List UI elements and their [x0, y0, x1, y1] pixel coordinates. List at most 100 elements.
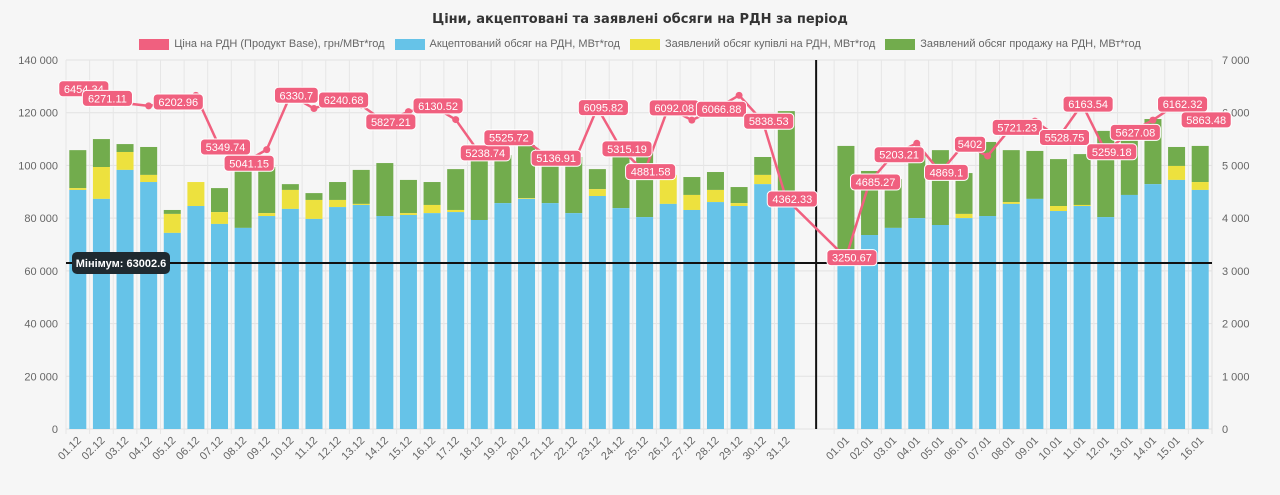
legend-item-accepted[interactable]: Акцептований обсяг на РДН, МВт*год	[394, 38, 620, 50]
legend-item-sell[interactable]: Заявлений обсяг продажу на РДН, МВт*год	[885, 38, 1141, 50]
x-tick: 29.12	[717, 435, 745, 463]
y-right-tick: 7 000	[1222, 55, 1250, 67]
bar-sell	[1026, 150, 1044, 199]
bar-accepted	[305, 218, 323, 429]
x-tick: 04.01	[895, 435, 923, 463]
bar-accepted	[884, 227, 902, 429]
x-tick: 07.12	[198, 435, 226, 463]
y-left-tick: 100 000	[18, 160, 58, 172]
bar-accepted	[979, 216, 997, 429]
bar-buy	[399, 213, 417, 215]
legend: Ціна на РДН (Продукт Base), грн/МВт*год …	[0, 38, 1280, 50]
price-label-badge	[81, 89, 133, 107]
price-point	[310, 104, 318, 112]
bar-buy	[683, 194, 701, 210]
price-label: 4881.58	[631, 167, 671, 179]
bar-sell	[140, 146, 158, 175]
price-label: 6163.54	[1068, 99, 1108, 111]
bar-accepted	[837, 262, 855, 429]
price-point	[688, 116, 696, 124]
price-label: 6202.96	[158, 97, 198, 109]
price-label: 5528.75	[1045, 133, 1085, 145]
price-label-badge	[223, 154, 275, 172]
bar-sell	[754, 156, 772, 175]
bar-sell	[329, 182, 347, 200]
price-label-badge	[766, 190, 818, 208]
price-label-badge	[199, 138, 252, 156]
price-label: 5315.19	[607, 144, 647, 156]
bar-accepted	[1026, 198, 1044, 429]
x-tick: 13.12	[339, 435, 367, 463]
price-label: 5041.15	[229, 158, 269, 170]
bar-buy	[423, 204, 441, 214]
x-tick: 15.12	[387, 435, 415, 463]
bar-accepted	[1097, 217, 1115, 429]
bar-sell	[447, 169, 465, 210]
legend-item-price[interactable]: Ціна на РДН (Продукт Base), грн/МВт*год	[139, 38, 385, 50]
y-right-tick: 3 000	[1222, 266, 1250, 278]
bar-accepted	[69, 189, 87, 429]
x-tick: 08.12	[221, 435, 249, 463]
bar-buy	[1049, 206, 1067, 212]
bar-buy	[116, 151, 134, 170]
price-label-badge	[577, 99, 629, 117]
bar-accepted	[494, 203, 512, 429]
x-tick: 09.12	[245, 435, 273, 463]
bar-buy	[281, 189, 299, 209]
price-label-badge	[1109, 123, 1161, 141]
price-label: 6092.08	[654, 103, 694, 115]
price-point	[735, 91, 743, 99]
bar-sell	[908, 154, 926, 219]
bar-sell	[1073, 154, 1091, 205]
x-tick: 01.01	[824, 435, 852, 463]
x-tick: 09.01	[1013, 435, 1041, 463]
bar-accepted	[140, 182, 158, 429]
price-label: 5721.23	[997, 122, 1037, 134]
price-label-badge	[318, 91, 370, 109]
y-left-tick: 40 000	[24, 319, 58, 331]
price-point	[452, 116, 460, 124]
price-label: 5136.91	[536, 153, 576, 165]
bar-accepted	[352, 204, 370, 429]
bar-buy	[1002, 202, 1020, 204]
legend-item-buy[interactable]: Заявлений обсяг купівлі на РДН, МВт*год	[629, 38, 875, 50]
bar-buy	[518, 198, 536, 199]
bar-accepted	[565, 213, 583, 429]
price-label-badge	[743, 112, 795, 130]
price-label-badge	[873, 146, 925, 164]
bar-accepted	[541, 203, 559, 429]
x-tick: 06.01	[942, 435, 970, 463]
bar-accepted	[258, 216, 276, 429]
y-right-tick: 0	[1222, 424, 1228, 436]
bar-buy	[352, 203, 370, 205]
bar-buy	[1073, 204, 1091, 207]
x-tick: 03.12	[103, 435, 131, 463]
x-tick: 26.12	[646, 435, 674, 463]
price-label: 4869.1	[930, 167, 964, 179]
x-tick: 03.01	[871, 435, 899, 463]
bar-sell	[258, 167, 276, 214]
bar-accepted	[423, 213, 441, 429]
bar-accepted	[518, 198, 536, 429]
bar-accepted	[683, 209, 701, 429]
x-tick: 05.01	[919, 435, 947, 463]
price-label: 6162.32	[1163, 99, 1203, 111]
bar-sell	[211, 188, 229, 213]
bar-accepted	[1002, 203, 1020, 429]
price-label: 4685.27	[856, 177, 896, 189]
price-label: 5827.21	[371, 117, 411, 129]
y-right-tick: 2 000	[1222, 319, 1250, 331]
price-point	[263, 146, 271, 154]
x-tick: 08.01	[989, 435, 1017, 463]
x-tick: 11.01	[1061, 435, 1088, 462]
bar-buy	[754, 174, 772, 185]
price-point	[1149, 116, 1157, 124]
bar-accepted	[1191, 189, 1209, 429]
bar-accepted	[1144, 184, 1162, 429]
price-label-badge	[1086, 143, 1138, 161]
price-label-badge	[412, 97, 464, 115]
bar-accepted	[447, 212, 465, 429]
price-label: 5838.53	[749, 116, 789, 128]
price-label-badge	[924, 163, 969, 181]
x-tick: 01.12	[56, 435, 84, 463]
